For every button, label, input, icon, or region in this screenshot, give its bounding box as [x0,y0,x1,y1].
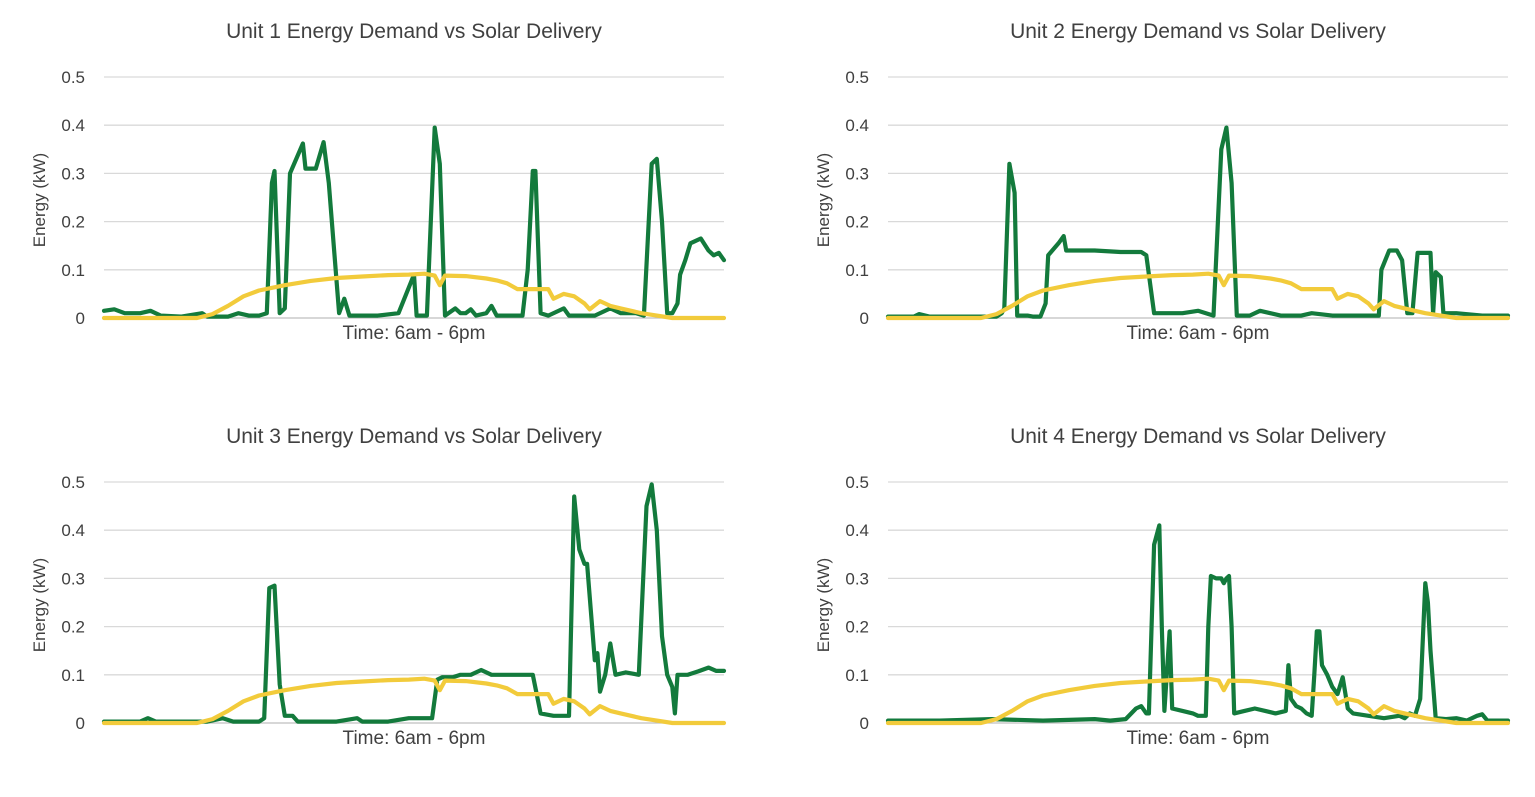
y-tick-label: 0.5 [845,68,869,87]
y-tick-label: 0.3 [845,569,869,588]
y-axis-label: Energy (kW) [814,152,833,248]
chart-title: Unit 1 Energy Demand vs Solar Delivery [226,20,602,43]
y-tick-label: 0.3 [61,164,85,183]
y-tick-label: 0 [76,714,85,733]
solar-series-line [885,271,1511,321]
y-axis-label-container: Energy (kW) [802,485,846,725]
y-tick-label: 0.2 [845,618,869,637]
y-tick-label: 0.3 [61,569,85,588]
y-tick-label: 0.4 [845,521,869,540]
chart-panel-unit-4: Unit 4 Energy Demand vs Solar Delivery 0… [784,405,1535,797]
y-tick-label: 0.4 [61,521,85,540]
y-tick-label: 0 [76,309,85,328]
y-axis-label: Energy (kW) [30,152,49,248]
chart-panel-unit-2: Unit 2 Energy Demand vs Solar Delivery 0… [784,0,1535,392]
x-axis-label: Time: 6am - 6pm [342,728,486,749]
y-axis-label: Energy (kW) [30,557,49,653]
y-axis-label-container: Energy (kW) [802,80,846,320]
chart-title: Unit 3 Energy Demand vs Solar Delivery [226,425,602,448]
y-tick-label: 0.1 [845,666,869,685]
y-tick-label: 0 [860,714,869,733]
chart-title: Unit 2 Energy Demand vs Solar Delivery [1010,20,1386,43]
y-axis-label-container: Energy (kW) [18,80,62,320]
x-axis-label: Time: 6am - 6pm [1126,728,1270,749]
y-tick-label: 0.1 [61,261,85,280]
y-tick-label: 0.4 [61,116,85,135]
demand-series-line [101,482,727,724]
y-axis-label: Energy (kW) [814,557,833,653]
y-tick-label: 0.5 [61,68,85,87]
y-tick-label: 0.3 [845,164,869,183]
chart-panel-unit-1: Unit 1 Energy Demand vs Solar Delivery 0… [0,0,767,392]
chart-plot: 0 0.1 0.2 0.3 0.4 0.5 [845,473,1511,733]
chart-panel-unit-3: Unit 3 Energy Demand vs Solar Delivery 0… [0,405,767,797]
demand-series-line [885,125,1511,319]
y-tick-label: 0.2 [61,213,85,232]
solar-series-line [101,271,727,321]
y-tick-label: 0 [860,309,869,328]
y-tick-label: 0.1 [61,666,85,685]
y-tick-label: 0.2 [61,618,85,637]
y-tick-label: 0.4 [845,116,869,135]
solar-series-line [101,676,727,726]
y-tick-label: 0.5 [61,473,85,492]
x-axis-label: Time: 6am - 6pm [1126,323,1270,344]
y-tick-label: 0.5 [845,473,869,492]
chart-plot: 0 0.1 0.2 0.3 0.4 0.5 [61,473,727,733]
chart-title: Unit 4 Energy Demand vs Solar Delivery [1010,425,1386,448]
demand-series-line [101,125,727,319]
chart-plot: 0 0.1 0.2 0.3 0.4 0.5 [845,68,1511,328]
chart-plot: 0 0.1 0.2 0.3 0.4 0.5 [61,68,727,328]
x-axis-label: Time: 6am - 6pm [342,323,486,344]
y-tick-label: 0.1 [845,261,869,280]
solar-series-line [885,676,1511,726]
y-axis-label-container: Energy (kW) [18,485,62,725]
demand-series-line [885,523,1511,723]
y-tick-label: 0.2 [845,213,869,232]
